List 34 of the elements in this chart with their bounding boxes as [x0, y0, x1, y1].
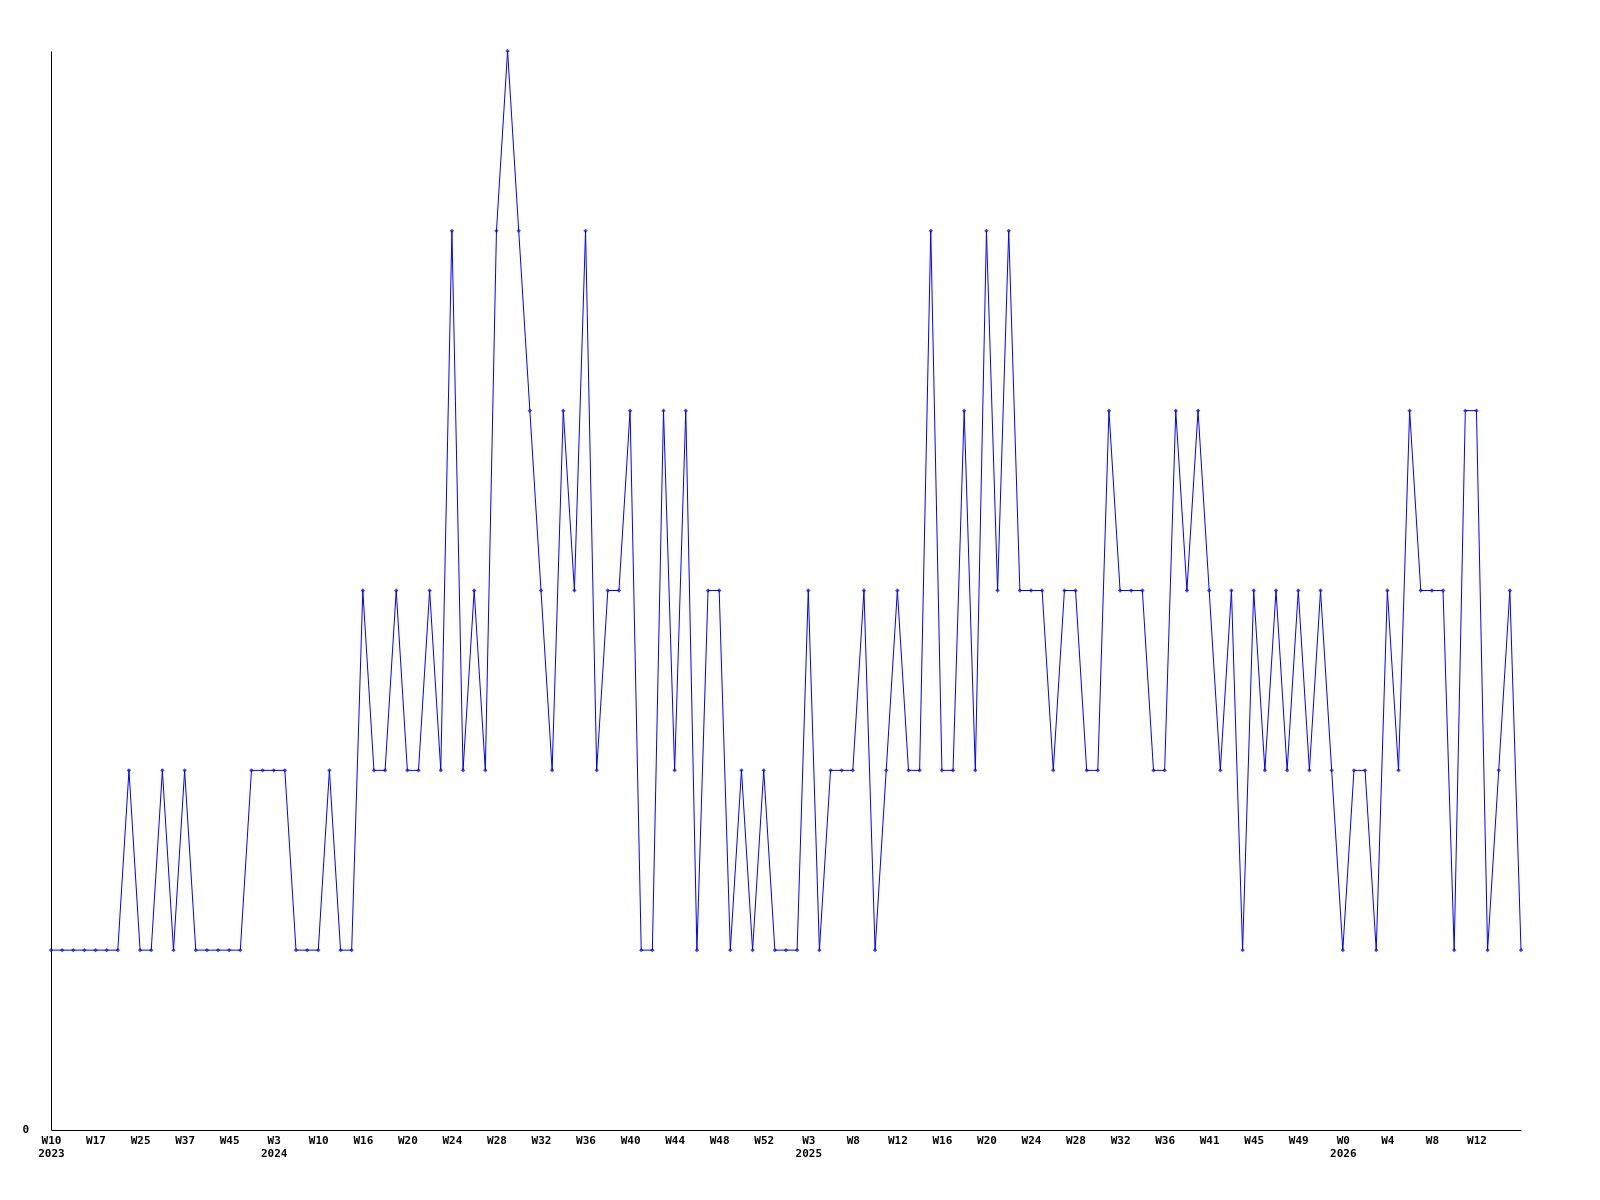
x-tick-label: W20 — [977, 1133, 997, 1147]
x-tick-label: W12 — [887, 1133, 908, 1147]
x-tick-label: W8 — [846, 1133, 860, 1147]
x-tick-label: W48 — [709, 1133, 730, 1147]
x-tick-label: W36 — [576, 1133, 597, 1147]
x-tick-label: W28 — [487, 1133, 507, 1147]
x-tick-label: W0 2026 — [1330, 1133, 1357, 1160]
x-tick-label: W17 — [86, 1133, 106, 1147]
x-tick-label: W25 — [130, 1133, 151, 1147]
x-tick-label: W10 — [308, 1133, 329, 1147]
x-tick-label: W12 — [1467, 1133, 1487, 1147]
x-tick-label: W28 — [1066, 1133, 1086, 1147]
x-tick-label: W10 2023 — [38, 1133, 65, 1160]
x-tick-label: W3 2024 — [260, 1133, 288, 1160]
text: 0 — [22, 1123, 29, 1136]
x-tick-label: W3 2025 — [795, 1133, 823, 1160]
x-tick-label: W8 — [1425, 1133, 1440, 1147]
x-tick-label: W36 — [1155, 1133, 1176, 1147]
x-tick-label: W40 — [620, 1133, 641, 1147]
x-tick-label: W41 — [1199, 1133, 1220, 1147]
x-tick-label: W37 — [175, 1133, 196, 1147]
x-tick-label: W45 — [219, 1133, 240, 1147]
x-tick-label: W20 — [397, 1133, 418, 1147]
x-tick-label: W24 — [1021, 1133, 1042, 1147]
x-tick-label: W16 — [353, 1133, 374, 1147]
x-tick-label: W24 — [442, 1133, 463, 1147]
x-tick-label: W4 — [1381, 1133, 1395, 1147]
x-tick-label: W49 — [1288, 1133, 1309, 1147]
x-tick-label: W16 — [932, 1133, 953, 1147]
x-tick-label: W45 — [1244, 1133, 1265, 1147]
x-tick-label: W32 — [1110, 1133, 1131, 1147]
x-tick-label: W52 — [754, 1133, 775, 1147]
x-tick-label: W44 — [665, 1133, 686, 1147]
x-tick-label: W32 — [531, 1133, 552, 1147]
